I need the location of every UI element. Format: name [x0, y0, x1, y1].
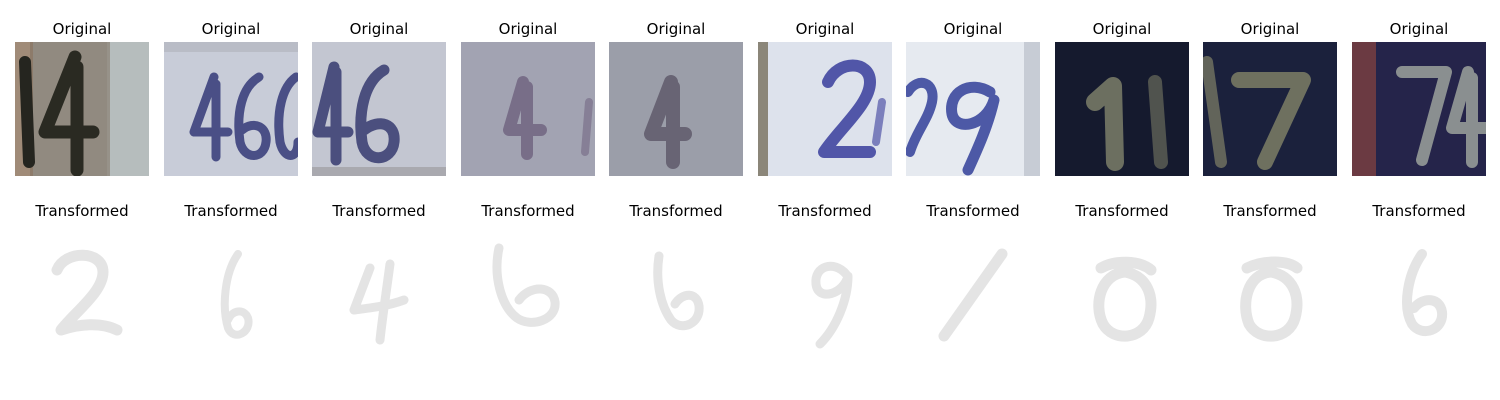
original-digit-svg — [15, 42, 149, 176]
original-panel-title: Original — [646, 20, 706, 38]
original-digit-stroke — [1203, 56, 1227, 168]
transformed-digit-image — [758, 224, 892, 358]
transformed-digit-svg — [51, 249, 123, 336]
original-digit-stroke — [312, 61, 354, 166]
transformed-digit-svg — [811, 261, 853, 349]
transformed-digit-svg — [653, 251, 704, 331]
original-digit-svg — [758, 42, 892, 176]
transformed-digit-stroke — [653, 251, 704, 331]
original-region — [312, 167, 446, 176]
transformed-panel-title: Transformed — [1223, 202, 1317, 220]
transformed-digit-stroke — [1093, 256, 1157, 342]
original-digit-svg — [164, 42, 298, 176]
original-digit-stroke — [19, 56, 35, 168]
transformed-digit-stroke — [938, 248, 1008, 342]
transformed-digit-stroke — [492, 243, 560, 327]
original-region — [1024, 42, 1040, 176]
original-digit-svg — [461, 42, 595, 176]
original-region — [1352, 42, 1376, 176]
transformed-digit-image — [1055, 224, 1189, 358]
transformed-digit-svg — [1093, 256, 1157, 342]
original-digit-stroke — [1086, 77, 1124, 171]
original-digit-image — [461, 42, 595, 176]
original-digit-stroke — [581, 98, 593, 156]
original-digit-stroke — [503, 76, 547, 160]
original-panel-title: Original — [1389, 20, 1449, 38]
original-digit-stroke — [234, 72, 271, 160]
original-panel-title: Original — [795, 20, 855, 38]
transformed-digit-svg — [220, 250, 253, 339]
original-digit-image — [609, 42, 743, 176]
transformed-panel-title: Transformed — [629, 202, 723, 220]
original-digit-svg — [1203, 42, 1337, 176]
original-digit-image — [758, 42, 892, 176]
transformed-digit-image — [164, 224, 298, 358]
transformed-digit-stroke — [1402, 249, 1447, 337]
original-digit-stroke — [1446, 66, 1486, 168]
transformed-panel-title: Transformed — [332, 202, 426, 220]
transformed-digit-image — [1203, 224, 1337, 358]
original-panel-title: Original — [201, 20, 261, 38]
transformed-digit-image — [461, 224, 595, 358]
original-panel-title: Original — [498, 20, 558, 38]
original-panel-title: Original — [52, 20, 112, 38]
original-digit-image — [312, 42, 446, 176]
transformed-digit-svg — [938, 248, 1008, 342]
original-digit-stroke — [274, 72, 298, 160]
transformed-panel-title: Transformed — [481, 202, 575, 220]
original-digit-stroke — [1396, 66, 1452, 166]
transformed-digit-image — [906, 224, 1040, 358]
original-digit-stroke — [818, 59, 876, 158]
original-digit-image — [164, 42, 298, 176]
original-digit-svg — [1055, 42, 1189, 176]
original-digit-stroke — [1231, 72, 1311, 170]
transformed-digit-image — [1352, 224, 1486, 358]
transformed-panel-title: Transformed — [778, 202, 872, 220]
transformed-digit-stroke — [811, 261, 853, 349]
original-digit-image — [1352, 42, 1486, 176]
original-digit-stroke — [189, 72, 233, 162]
transformed-digit-svg — [492, 243, 560, 327]
original-digit-image — [1203, 42, 1337, 176]
transformed-panel-title: Transformed — [1075, 202, 1169, 220]
transformed-digit-svg — [1240, 256, 1303, 342]
original-region — [758, 42, 768, 176]
transformed-digit-svg — [1402, 249, 1447, 337]
transformed-digit-stroke — [51, 249, 123, 336]
transformed-panel-title: Transformed — [1372, 202, 1466, 220]
original-digit-svg — [1352, 42, 1486, 176]
transformed-digit-stroke — [1240, 256, 1303, 342]
original-digit-stroke — [906, 77, 938, 157]
original-panel-title: Original — [1240, 20, 1300, 38]
transformed-panel-title: Transformed — [35, 202, 129, 220]
original-digit-svg — [312, 42, 446, 176]
original-digit-svg — [609, 42, 743, 176]
original-digit-image — [15, 42, 149, 176]
original-digit-stroke — [355, 64, 400, 164]
original-digit-image — [1055, 42, 1189, 176]
original-digit-stroke — [872, 98, 886, 146]
transformed-digit-svg — [349, 259, 409, 345]
original-digit-image — [906, 42, 1040, 176]
original-panel-title: Original — [1092, 20, 1152, 38]
transformed-digit-image — [609, 224, 743, 358]
original-panel-title: Original — [349, 20, 409, 38]
original-digit-stroke — [946, 81, 1000, 176]
original-region — [107, 42, 149, 176]
transformed-digit-stroke — [220, 250, 253, 339]
original-digit-stroke — [38, 50, 100, 176]
original-digit-stroke — [644, 75, 692, 169]
original-digit-stroke — [1148, 75, 1168, 169]
transformed-panel-title: Transformed — [926, 202, 1020, 220]
transformed-digit-image — [15, 224, 149, 358]
transformed-digit-image — [312, 224, 446, 358]
transformed-digit-stroke — [349, 259, 409, 345]
original-panel-title: Original — [943, 20, 1003, 38]
original-region — [164, 42, 298, 52]
original-digit-svg — [906, 42, 1040, 176]
transformed-panel-title: Transformed — [184, 202, 278, 220]
